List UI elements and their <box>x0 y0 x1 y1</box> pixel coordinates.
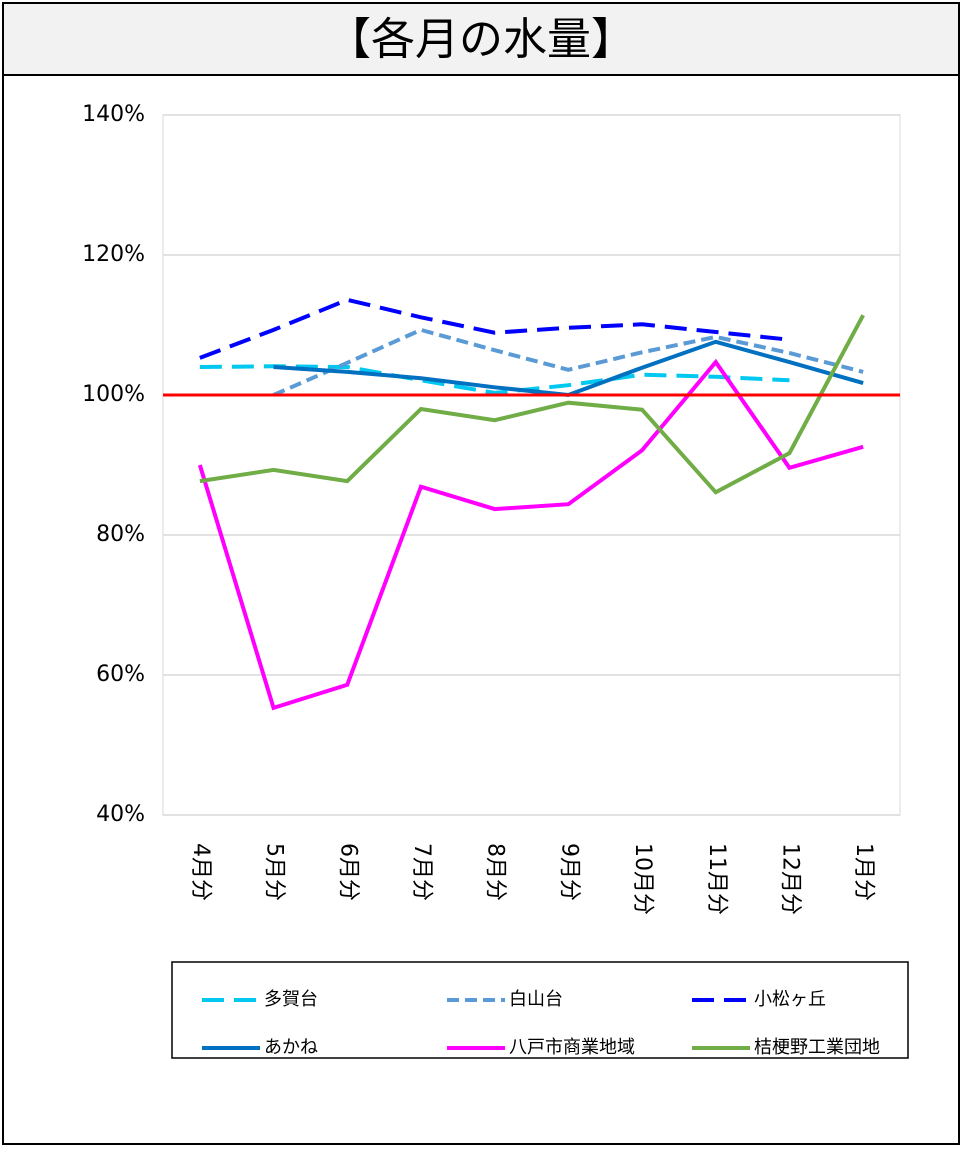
series-line <box>199 364 790 395</box>
legend-label: 小松ヶ丘 <box>754 989 826 1010</box>
x-tick-label: 9月分 <box>556 843 581 901</box>
x-tick-label: 12月分 <box>777 843 802 915</box>
title-bar <box>2 2 960 76</box>
y-tick-label: 80% <box>96 522 145 547</box>
x-tick-label: 4月分 <box>188 843 213 901</box>
legend-label: 多賀台 <box>264 989 318 1010</box>
legend-label: 八戸市商業地域 <box>509 1037 635 1058</box>
chart-title: 【各月の水量】 <box>327 14 635 65</box>
legend-label: 白山台 <box>509 989 563 1010</box>
x-tick-label: 7月分 <box>409 843 434 901</box>
legend-box <box>171 961 909 1059</box>
y-tick-label: 100% <box>82 382 145 407</box>
x-tick-label: 6月分 <box>335 843 360 901</box>
series-line <box>199 314 865 495</box>
x-tick-label: 11月分 <box>704 843 729 915</box>
y-tick-label: 140% <box>82 102 145 127</box>
x-tick-label: 5月分 <box>262 843 287 901</box>
x-tick-label: 1月分 <box>851 843 876 901</box>
x-tick-label: 10月分 <box>630 843 655 915</box>
series-line <box>197 358 864 711</box>
y-tick-label: 120% <box>82 242 145 267</box>
series-line <box>199 297 790 360</box>
y-tick-label: 60% <box>96 662 145 687</box>
legend-label: 桔梗野工業団地 <box>754 1037 880 1058</box>
series-line <box>272 327 864 397</box>
x-tick-label: 8月分 <box>483 843 508 901</box>
y-tick-label: 40% <box>96 802 145 827</box>
legend-label: あかね <box>264 1037 318 1058</box>
